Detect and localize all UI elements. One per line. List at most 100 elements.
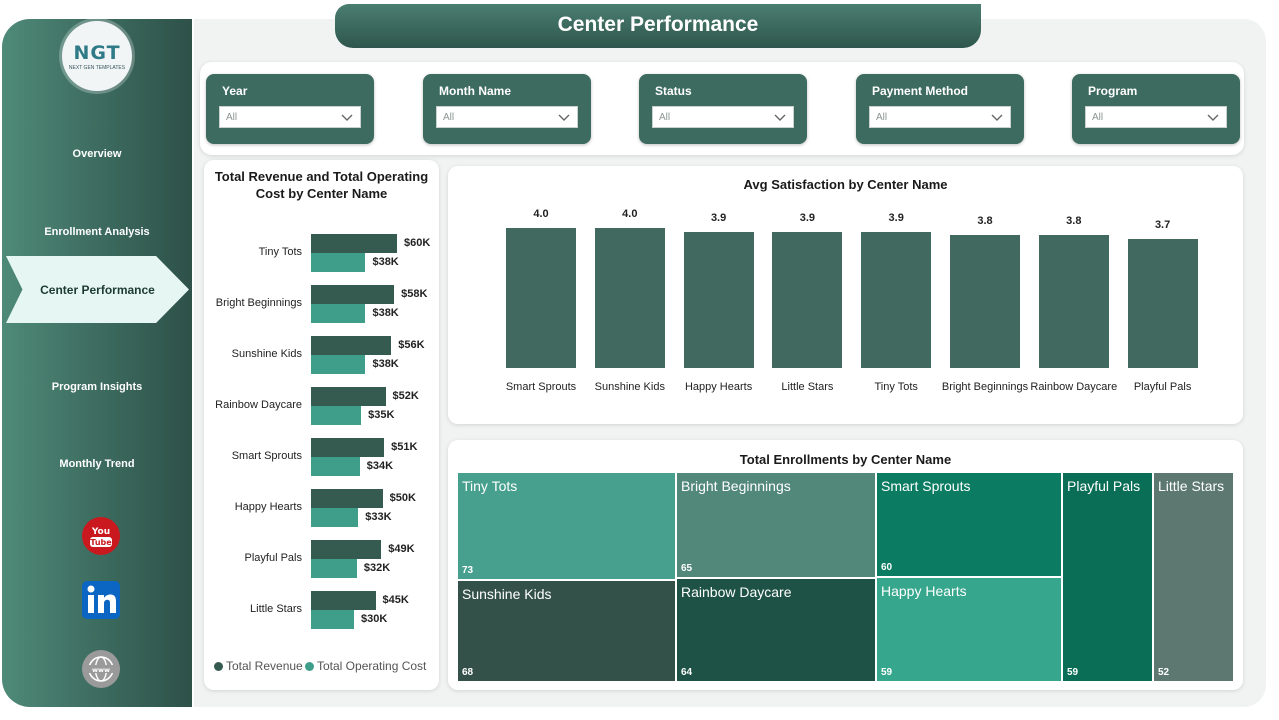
revenue-bar[interactable]	[311, 438, 385, 457]
treemap-cell-value: 52	[1158, 667, 1170, 678]
revenue-bar[interactable]	[311, 285, 395, 304]
filter-program-label: Program	[1088, 84, 1138, 98]
operating-cost-bar[interactable]	[311, 457, 360, 476]
treemap-cell[interactable]: Smart Sprouts 60	[876, 472, 1062, 577]
website-globe-icon[interactable]: www	[81, 649, 121, 689]
legend-cost-dot	[305, 662, 314, 671]
svg-text:www: www	[92, 666, 110, 674]
filter-program-dropdown[interactable]: All	[1085, 106, 1227, 128]
satisfaction-bar[interactable]	[772, 231, 843, 368]
nav-item-center-performance[interactable]: Center Performance	[6, 256, 189, 323]
satisfaction-data-label: 4.0	[622, 208, 638, 220]
svg-text:Tube: Tube	[90, 538, 112, 547]
satisfaction-bar[interactable]	[1038, 235, 1109, 368]
category-label: Tiny Tots	[258, 246, 302, 258]
revenue-data-label: $52K	[392, 390, 419, 402]
treemap-cell[interactable]: Rainbow Daycare 64	[676, 578, 876, 682]
treemap-cell-name: Rainbow Daycare	[681, 584, 792, 600]
legend-total-operating-cost[interactable]: Total Operating Cost	[305, 659, 426, 673]
satisfaction-bar[interactable]	[506, 228, 576, 368]
revenue-cost-chart-card: Total Revenue and Total Operating Cost b…	[204, 160, 439, 690]
chevron-down-icon	[1207, 114, 1219, 121]
operating-cost-data-label: $33K	[365, 511, 392, 523]
nav-item-overview[interactable]: Overview	[72, 148, 122, 160]
category-label: Playful Pals	[1133, 381, 1192, 393]
operating-cost-bar[interactable]	[311, 304, 366, 323]
treemap-cell-value: 68	[462, 667, 474, 678]
treemap-cell-name: Sunshine Kids	[462, 586, 552, 602]
treemap-cell-name: Bright Beginnings	[681, 478, 791, 494]
treemap-cell[interactable]: Tiny Tots 73	[457, 472, 676, 580]
nav-item-program-insights[interactable]: Program Insights	[51, 381, 143, 393]
chevron-down-icon	[991, 114, 1003, 121]
revenue-data-label: $60K	[404, 237, 431, 249]
filter-payment-method-dropdown[interactable]: All	[869, 106, 1011, 128]
revenue-bar[interactable]	[311, 540, 382, 559]
filter-status-label: Status	[655, 84, 692, 98]
operating-cost-data-label: $32K	[363, 562, 391, 574]
enrollments-treemap-title: Total Enrollments by Center Name	[739, 452, 952, 467]
treemap-cell-name: Little Stars	[1158, 478, 1225, 494]
youtube-icon[interactable]: You Tube	[81, 516, 121, 556]
operating-cost-bar[interactable]	[311, 406, 362, 425]
treemap-cell[interactable]: Playful Pals 59	[1062, 472, 1153, 682]
operating-cost-data-label: $38K	[372, 358, 399, 370]
treemap-cell-name: Smart Sprouts	[881, 478, 971, 494]
chevron-down-icon	[341, 114, 353, 121]
satisfaction-bar[interactable]	[950, 235, 1020, 368]
category-label: Happy Hearts	[684, 381, 753, 393]
nav-item-enrollment-analysis[interactable]: Enrollment Analysis	[44, 226, 150, 238]
satisfaction-bar[interactable]	[861, 231, 932, 368]
treemap-cell[interactable]: Happy Hearts 59	[876, 577, 1062, 682]
filter-month-name-dropdown[interactable]: All	[436, 106, 578, 128]
treemap-cell[interactable]: Bright Beginnings 65	[676, 472, 876, 578]
satisfaction-bar[interactable]	[683, 231, 754, 368]
operating-cost-bar[interactable]	[311, 508, 359, 527]
operating-cost-bar[interactable]	[311, 253, 366, 272]
nav-item-monthly-trend[interactable]: Monthly Trend	[59, 458, 135, 470]
legend-total-revenue[interactable]: Total Revenue	[214, 659, 303, 673]
revenue-data-label: $50K	[389, 492, 416, 504]
operating-cost-bar[interactable]	[311, 610, 354, 629]
enrollments-treemap-card: Total Enrollments by Center Name Tiny To…	[448, 440, 1243, 690]
revenue-bar[interactable]	[311, 489, 383, 508]
revenue-bar[interactable]	[311, 387, 386, 406]
revenue-bar[interactable]	[311, 234, 397, 253]
satisfaction-chart-card: Avg Satisfaction by Center Name 4.0 Smart…	[448, 166, 1243, 424]
satisfaction-data-label: 4.0	[533, 208, 549, 220]
treemap-cell-value: 64	[681, 667, 693, 678]
revenue-bar[interactable]	[311, 591, 376, 610]
category-label: Smart Sprouts	[505, 381, 577, 393]
filter-payment-method-label: Payment Method	[872, 84, 969, 98]
chevron-down-icon	[774, 114, 786, 121]
revenue-bar[interactable]	[311, 336, 392, 355]
revenue-data-label: $51K	[391, 441, 418, 453]
category-label: Little Stars	[781, 381, 834, 393]
operating-cost-bar[interactable]	[311, 355, 366, 374]
satisfaction-data-label: 3.8	[1066, 215, 1082, 227]
satisfaction-data-label: 3.7	[1154, 218, 1171, 231]
treemap-cell[interactable]: Little Stars 52	[1153, 472, 1234, 682]
revenue-data-label: $45K	[382, 594, 409, 606]
operating-cost-data-label: $38K	[372, 256, 399, 268]
operating-cost-bar[interactable]	[311, 559, 357, 578]
revenue-data-label: $49K	[388, 543, 415, 555]
treemap-cell[interactable]: Sunshine Kids 68	[457, 580, 676, 682]
legend-cost-label: Total Operating Cost	[317, 659, 427, 673]
treemap-cell-name: Tiny Tots	[462, 478, 518, 494]
filter-status-dropdown[interactable]: All	[652, 106, 794, 128]
operating-cost-data-label: $38K	[372, 307, 399, 319]
satisfaction-bar[interactable]	[594, 228, 665, 368]
sidebar: NGT NEXT GEN TEMPLATES Overview Enrollme…	[2, 19, 192, 707]
chevron-down-icon	[558, 114, 570, 121]
satisfaction-bar[interactable]	[1127, 238, 1198, 368]
filter-year-value: All	[226, 112, 238, 123]
filter-year-dropdown[interactable]: All	[219, 106, 361, 128]
filter-year: Year All	[206, 74, 374, 144]
linkedin-icon[interactable]	[81, 580, 121, 620]
category-label: Rainbow Daycare	[1030, 381, 1118, 393]
satisfaction-chart-title: Avg Satisfaction by Center Name	[743, 177, 948, 192]
revenue-cost-chart-title: Total Revenue and Total Operating Cost b…	[214, 169, 429, 201]
logo: NGT NEXT GEN TEMPLATES	[62, 21, 132, 91]
